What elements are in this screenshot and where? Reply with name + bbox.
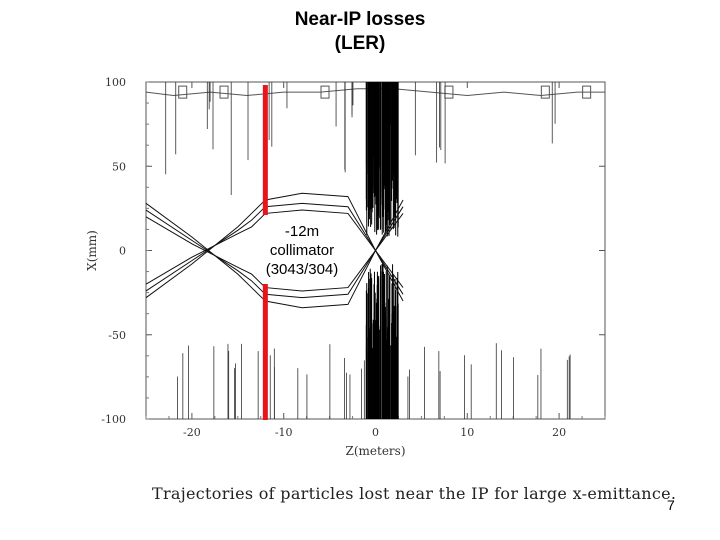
page-number: 7 <box>667 497 675 513</box>
collimator-bar-top <box>262 85 268 215</box>
beamline-element <box>178 85 188 99</box>
beamline-element <box>540 85 550 99</box>
figure-caption: Trajectories of particles lost near the … <box>152 484 677 503</box>
collimator-bar-bottom <box>262 284 268 420</box>
y-axis-label: X(mm) <box>85 230 99 271</box>
slide-title-line1: Near-IP losses <box>294 9 426 30</box>
slide-title: Near-IP losses (LER) <box>0 8 720 56</box>
x-tick-label: -10 <box>275 426 293 439</box>
x-tick-label: -20 <box>183 426 201 439</box>
collimator-label-line1: -12m <box>284 223 320 240</box>
x-axis-label: Z(meters) <box>346 444 406 458</box>
beamline-element <box>582 85 592 99</box>
y-tick-label: 0 <box>119 245 126 258</box>
beamline-element <box>444 85 454 99</box>
x-tick-label: 20 <box>552 426 566 439</box>
y-tick-label: 100 <box>105 76 126 89</box>
collimator-label: -12m collimator (3043/304) <box>252 222 352 279</box>
y-tick-label: -100 <box>101 413 126 426</box>
x-tick-label: 10 <box>460 426 474 439</box>
x-tick-label: 0 <box>372 426 379 439</box>
beamline-element <box>219 85 229 99</box>
beamline-element <box>320 85 330 99</box>
y-tick-label: 50 <box>112 160 126 173</box>
collimator-label-line2: collimator <box>269 242 335 259</box>
slide-title-line2: (LER) <box>334 33 386 54</box>
collimator-label-line3: (3043/304) <box>265 261 339 278</box>
y-tick-label: -50 <box>108 329 126 342</box>
